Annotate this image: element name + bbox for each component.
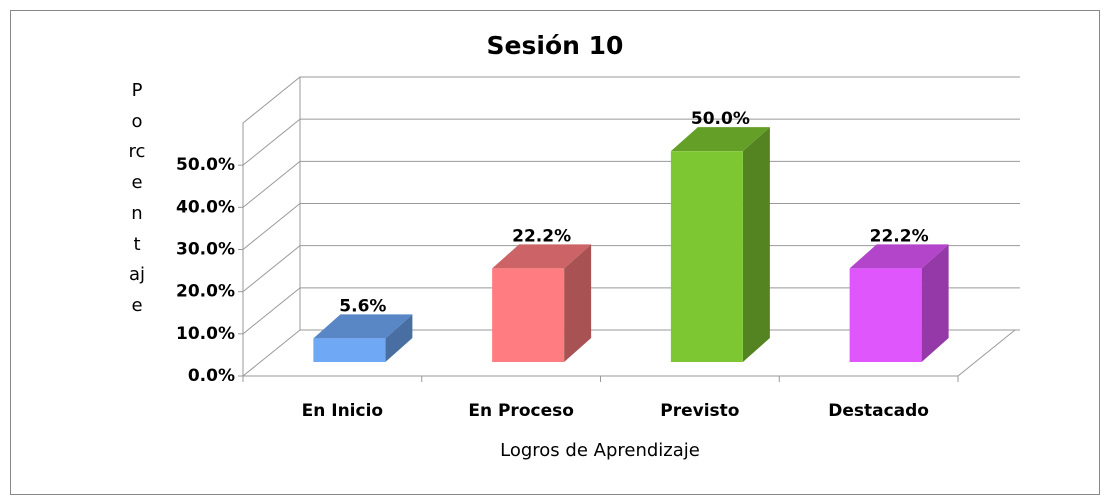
x-tick-label: En Inicio	[302, 401, 383, 421]
chart-title: Sesión 10	[487, 31, 624, 60]
bar-side	[564, 244, 592, 362]
y-tick-label: 50.0%	[176, 155, 235, 175]
data-label: 22.2%	[512, 226, 571, 246]
bar	[670, 151, 743, 362]
grid-line	[242, 118, 1020, 166]
data-label: 5.6%	[339, 296, 386, 316]
bar-side	[742, 127, 770, 363]
grid-line	[242, 160, 1020, 208]
wall-edge	[242, 76, 1020, 124]
bar	[313, 338, 386, 362]
grid-line	[242, 287, 1020, 335]
y-tick-label: 30.0%	[176, 240, 235, 260]
y-tick-label: 0.0%	[188, 366, 235, 386]
bar-top	[313, 314, 413, 339]
x-tick-label: En Proceso	[468, 401, 574, 421]
y-tick-label: 10.0%	[176, 324, 235, 344]
y-tick-label: 20.0%	[176, 282, 235, 302]
bar-top	[670, 127, 770, 152]
data-label: 50.0%	[691, 109, 750, 129]
grid-line	[242, 245, 1020, 293]
y-axis-title: Porcentaje	[128, 80, 146, 316]
bar	[492, 268, 565, 362]
bar-top	[492, 244, 592, 269]
grid-line	[242, 203, 1020, 250]
bar-side	[921, 244, 949, 362]
grid-line	[242, 329, 1020, 377]
data-label: 22.2%	[870, 226, 929, 246]
y-tick-label: 40.0%	[176, 197, 235, 217]
bar-side	[385, 314, 413, 362]
bar	[849, 268, 922, 362]
x-tick-label: Previsto	[660, 401, 739, 421]
bar-top	[849, 244, 949, 269]
x-tick-label: Destacado	[828, 401, 929, 421]
x-axis-title: Logros de Aprendizaje	[500, 440, 700, 461]
